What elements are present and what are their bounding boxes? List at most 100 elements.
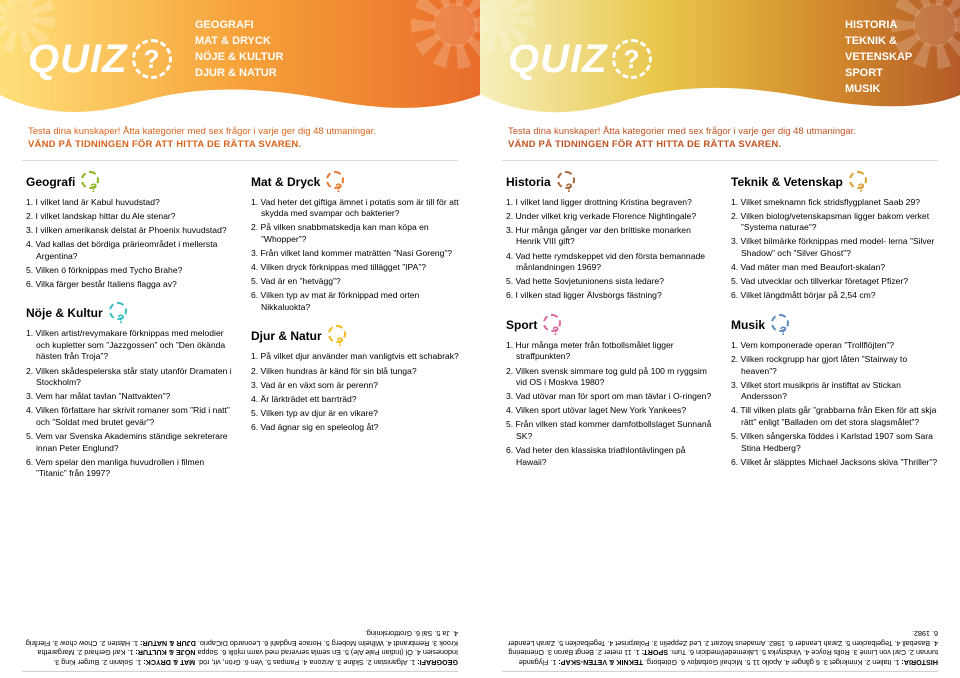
question-item: 4. Vad mäter man med Beaufort-skalan? <box>731 262 940 274</box>
question-item: 5. Vad utvecklar och tillverkar företage… <box>731 276 940 288</box>
question-item: 5. Vad hette Sovjetunionens sista ledare… <box>506 276 715 288</box>
question-item: 3. Hur många gånger var den brittiske mo… <box>506 225 715 248</box>
question-item: 1. Vilket smeknamn fick stridsflygplanet… <box>731 197 940 209</box>
section-title: Teknik & Vetenskap <box>731 171 940 193</box>
col-left-1: Geografi 1. I vilket land är Kabul huvud… <box>26 171 235 492</box>
question-item: 4. Vad hette rymdskeppet vid den första … <box>506 251 715 274</box>
section-title: Nöje & Kultur <box>26 302 235 324</box>
question-item: 6. Vilka färger består Italiens flagga a… <box>26 279 235 291</box>
right-page: QUIZ ? HISTORIATEKNIK & VETENSKAPSPORTMU… <box>480 0 960 678</box>
hero-category: MUSIK <box>845 82 960 98</box>
question-item: 6. Vem spelar den manliga huvudrollen i … <box>26 457 235 480</box>
question-item: 6. Vad ägnar sig en speleolog åt? <box>251 422 460 434</box>
question-list: 1. Vilket smeknamn fick stridsflygplanet… <box>731 197 940 302</box>
question-mark-icon <box>555 171 573 193</box>
section-title: Djur & Natur <box>251 325 460 347</box>
section-historia: Historia 1. I vilket land ligger drottni… <box>506 171 715 302</box>
question-mark-icon <box>541 314 559 336</box>
question-item: 1. På vilket djur använder man vanligtvi… <box>251 351 460 363</box>
section-title-text: Geografi <box>26 175 75 189</box>
body-right: Historia 1. I vilket land ligger drottni… <box>480 165 960 481</box>
divider <box>502 160 938 161</box>
section-title: Geografi <box>26 171 235 193</box>
section-musik: Musik 1. Vem komponerade operan ”Trollfl… <box>731 314 940 468</box>
hero-category: TEKNIK & VETENSKAP <box>845 34 960 66</box>
section-teknik-vetenskap: Teknik & Vetenskap 1. Vilket smeknamn fi… <box>731 171 940 302</box>
question-item: 1. Hur många meter från fotbollsmålet li… <box>506 340 715 363</box>
question-item: 5. Från vilken stad kommer damfotbollsla… <box>506 419 715 442</box>
section-title: Musik <box>731 314 940 336</box>
section-geografi: Geografi 1. I vilket land är Kabul huvud… <box>26 171 235 291</box>
section-title-text: Musik <box>731 318 765 332</box>
question-item: 2. Vilken biolog/vetenskapsman ligger ba… <box>731 211 940 234</box>
quiz-wordmark: QUIZ <box>508 37 608 82</box>
question-list: 1. Hur många meter från fotbollsmålet li… <box>506 340 715 468</box>
col-right-2: Teknik & Vetenskap 1. Vilket smeknamn fi… <box>731 171 940 481</box>
answers-right: HISTORIA: 1. Italien 2. Krimkriget 3. 6 … <box>502 628 938 672</box>
intro-line2: VÄND PÅ TIDNINGEN FÖR ATT HITTA DE RÄTTA… <box>28 139 452 152</box>
hero-category: HISTORIA <box>845 18 960 34</box>
question-item: 1. Vilken artist/revymakare förknippas m… <box>26 328 235 363</box>
question-item: 5. Vilken sångerska föddes i Karlstad 19… <box>731 431 940 454</box>
hero-left: QUIZ ? GEOGRAFIMAT & DRYCKNÖJE & KULTURD… <box>0 0 480 118</box>
question-item: 5. Vem var Svenska Akademins ständige se… <box>26 431 235 454</box>
section-title-text: Historia <box>506 175 551 189</box>
section-title: Sport <box>506 314 715 336</box>
body-left: Geografi 1. I vilket land är Kabul huvud… <box>0 165 480 492</box>
question-mark-icon: ? <box>132 39 172 79</box>
left-page: QUIZ ? GEOGRAFIMAT & DRYCKNÖJE & KULTURD… <box>0 0 480 678</box>
hero-right: QUIZ ? HISTORIATEKNIK & VETENSKAPSPORTMU… <box>480 0 960 118</box>
section-title-text: Djur & Natur <box>251 329 322 343</box>
section-title-text: Nöje & Kultur <box>26 306 103 320</box>
question-item: 2. Vilken skådespelerska står staty utan… <box>26 366 235 389</box>
question-item: 6. Vilket längdmått börjar på 2,54 cm? <box>731 290 940 302</box>
hero-category-list-right: HISTORIATEKNIK & VETENSKAPSPORTMUSIK <box>845 18 960 98</box>
question-item: 2. På vilken snabbmatskedja kan man köpa… <box>251 222 460 245</box>
section-sport: Sport 1. Hur många meter från fotbollsmå… <box>506 314 715 468</box>
question-item: 3. Från vilket land kommer maträtten ”Na… <box>251 248 460 260</box>
col-left-2: Mat & Dryck 1. Vad heter det giftiga ämn… <box>251 171 460 492</box>
question-item: 3. Vad utövar man för sport om man tävla… <box>506 391 715 403</box>
question-item: 4. Till vilken plats går ”grabbarna från… <box>731 405 940 428</box>
question-item: 3. Vilket stort musikpris är instiftat a… <box>731 380 940 403</box>
question-mark-icon <box>769 314 787 336</box>
question-mark-icon <box>107 302 125 324</box>
answers-left: GEOGRAFI: 1. Afganistan 2. Skåne 3. Ariz… <box>22 628 458 672</box>
question-item: 2. Vilken hundras är känd för sin blå tu… <box>251 366 460 378</box>
question-item: 1. Vad heter det giftiga ämnet i potatis… <box>251 197 460 220</box>
quiz-wordmark: QUIZ <box>28 37 128 82</box>
question-item: 5. Vilken ö förknippas med Tycho Brahe? <box>26 265 235 277</box>
question-list: 1. Vad heter det giftiga ämnet i potatis… <box>251 197 460 314</box>
section-n-je-kultur: Nöje & Kultur 1. Vilken artist/revymakar… <box>26 302 235 480</box>
question-item: 4. Vilken dryck förknippas med tillägget… <box>251 262 460 274</box>
question-item: 4. Är lärkträdet ett barrträd? <box>251 394 460 406</box>
section-djur-natur: Djur & Natur 1. På vilket djur använder … <box>251 325 460 433</box>
question-item: 2. Vilken svensk simmare tog guld på 100… <box>506 366 715 389</box>
question-item: 6. Vilken typ av mat är förknippad med o… <box>251 290 460 313</box>
question-item: 3. Vilket bilmärke förknippas med model-… <box>731 236 940 259</box>
question-item: 5. Vad är en ”hetvägg”? <box>251 276 460 288</box>
col-right-1: Historia 1. I vilket land ligger drottni… <box>506 171 715 481</box>
gear-decoration-icon <box>400 0 480 80</box>
question-list: 1. I vilket land ligger drottning Kristi… <box>506 197 715 302</box>
question-mark-icon <box>324 171 342 193</box>
intro-line1: Testa dina kunskaper! Åtta kategorier me… <box>508 126 932 139</box>
hero-category: SPORT <box>845 66 960 82</box>
question-item: 6. I vilken stad ligger Älvsborgs fästni… <box>506 290 715 302</box>
question-list: 1. Vem komponerade operan ”Trollflöjten”… <box>731 340 940 468</box>
question-item: 5. Vilken typ av djur är en vikare? <box>251 408 460 420</box>
intro-left: Testa dina kunskaper! Åtta kategorier me… <box>0 118 480 156</box>
quiz-logo: QUIZ ? <box>28 37 172 82</box>
intro-right: Testa dina kunskaper! Åtta kategorier me… <box>480 118 960 156</box>
hero-category: DJUR & NATUR <box>195 66 283 82</box>
question-item: 2. I vilket landskap hittar du Ale stena… <box>26 211 235 223</box>
question-item: 2. Under vilket krig verkade Florence Ni… <box>506 211 715 223</box>
section-title-text: Teknik & Vetenskap <box>731 175 843 189</box>
question-item: 1. Vem komponerade operan ”Trollflöjten”… <box>731 340 940 352</box>
hero-category-list-left: GEOGRAFIMAT & DRYCKNÖJE & KULTURDJUR & N… <box>195 18 283 82</box>
intro-line1: Testa dina kunskaper! Åtta kategorier me… <box>28 126 452 139</box>
hero-category: NÖJE & KULTUR <box>195 50 283 66</box>
question-list: 1. Vilken artist/revymakare förknippas m… <box>26 328 235 480</box>
section-title-text: Mat & Dryck <box>251 175 320 189</box>
question-mark-icon <box>847 171 865 193</box>
